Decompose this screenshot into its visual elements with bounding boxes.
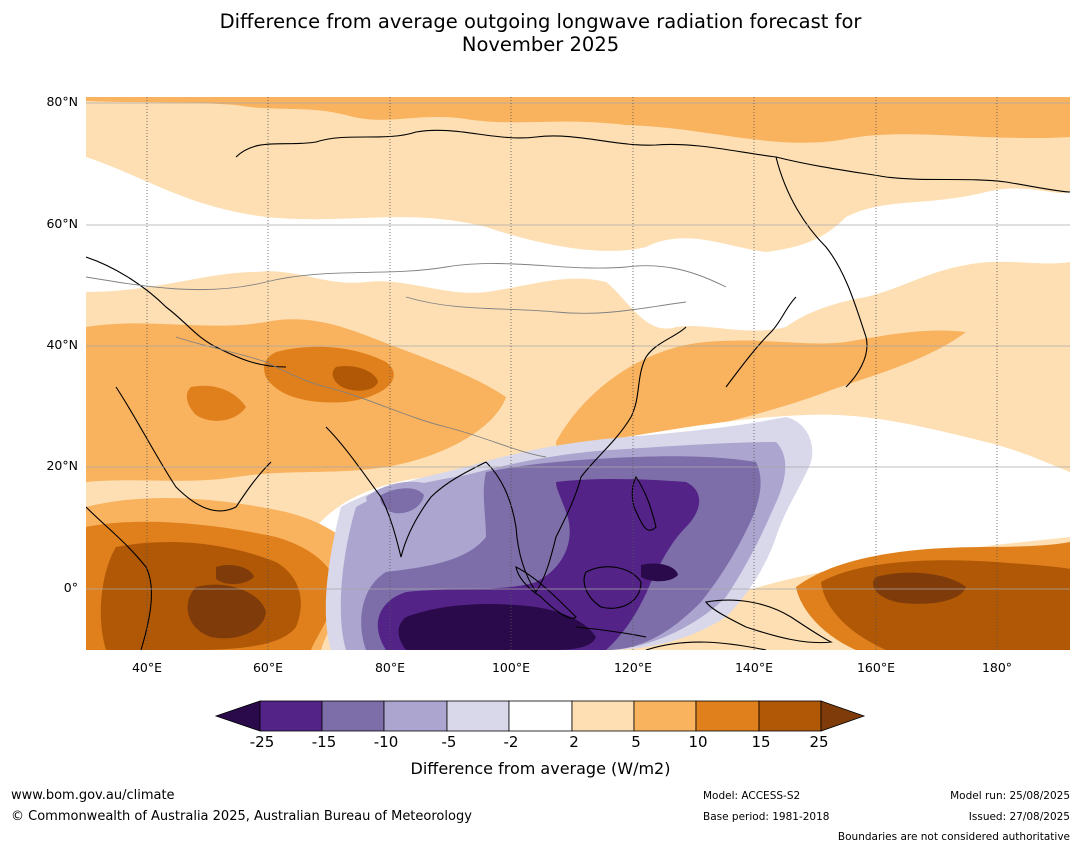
coast-japan [725,296,797,388]
colorbar-tick-25: 25 [809,733,829,751]
colorbar-tick-5: 5 [631,733,641,751]
colorbar-tick-neg2: -2 [503,733,519,751]
coast-borneo [583,566,642,609]
footer-copyright: © Commonwealth of Australia 2025, Austra… [11,809,472,824]
colorbar-extend-high [820,700,866,732]
footer-issued: Issued: 27/08/2025 [968,811,1070,823]
field-tibet-brown [332,366,378,391]
coast-australia [645,641,767,650]
field-mc-darkest-a [398,604,596,650]
coast-siberia-east [775,156,868,388]
colorbar-title: Difference from average (W/m2) [410,759,671,778]
border-china-south [325,386,547,458]
title-line-1: Difference from average outgoing longwav… [219,10,862,33]
lat-label-0: 0° [63,580,78,595]
colorbar-svg [214,700,866,732]
colorbar-bin-3 [383,700,448,732]
colorbar-tick-15: 15 [751,733,771,751]
field-iran-darkorange [186,385,246,421]
olr-anomaly-map [86,97,1070,650]
lon-label-80e: 80°E [374,660,406,675]
lon-label-60e: 60°E [252,660,284,675]
colorbar-tick-neg10: -10 [373,733,399,751]
title-line-2: November 2025 [461,33,620,56]
coastlines [86,129,1070,650]
colorbar-bin-4 [446,700,510,732]
footer-disclaimer: Boundaries are not considered authoritat… [837,831,1070,843]
footer-model: Model: ACCESS-S2 [703,790,801,802]
colorbar-bin-8 [695,700,760,732]
chart-title: Difference from average outgoing longwav… [0,10,1081,56]
field-bob-mid [380,488,424,514]
colorbar-bin-2 [321,700,385,732]
lat-label-80n: 80°N [46,94,78,109]
border-mongolia-china [405,296,687,314]
border-kazakhstan-russia [86,263,727,291]
footer-base-period: Base period: 1981-2018 [703,811,830,823]
field-neutral-north [86,157,1070,331]
lon-label-140e: 140°E [734,660,773,675]
colorbar-extend-low [214,700,261,732]
colorbar-tick-2: 2 [569,733,579,751]
colorbar-bin-7 [633,700,697,732]
country-borders [86,263,727,458]
coast-india [325,426,487,558]
coast-arabia [115,386,272,512]
coast-newguinea [705,599,833,644]
lon-label-120e: 120°E [613,660,652,675]
colorbar-bin-5 [508,700,573,732]
lat-label-60n: 60°N [46,216,78,231]
map-canvas [86,97,1070,650]
field-arctic-orange [86,97,1070,143]
coast-sumatra [515,566,577,619]
colorbar-tick-neg15: -15 [311,733,337,751]
graticule [86,97,1070,650]
colorbar-bin-9 [758,700,822,732]
footer-model-run: Model run: 25/08/2025 [950,790,1070,802]
field-indian-darkbrown [187,584,266,639]
coast-china [580,326,687,478]
colorbar-bin-6 [571,700,635,732]
lon-label-100e: 100°E [491,660,530,675]
lon-label-40e: 40°E [131,660,163,675]
lon-label-160e: 160°E [856,660,895,675]
coast-europe [86,256,287,368]
colorbar [214,700,866,732]
coast-philippines [631,475,657,531]
field-pacific-darkbrown [872,572,966,604]
lon-label-180: 180° [981,660,1013,675]
coast-indochina [485,461,582,593]
coast-java [575,626,647,638]
colorbar-bin-1 [259,700,323,732]
colorbar-tick-neg5: -5 [441,733,457,751]
coast-africa [86,506,152,650]
lat-label-40n: 40°N [46,337,78,352]
lat-label-20n: 20°N [46,458,78,473]
colorbar-tick-neg25: -25 [249,733,275,751]
colorbar-tick-10: 10 [688,733,708,751]
border-central-asia [175,336,327,388]
coast-arctic [235,129,1070,193]
field-somalia-darkbrown [216,565,254,585]
footer-website-link[interactable]: www.bom.gov.au/climate [11,788,175,803]
field-mc-darkest-b [641,563,678,582]
field-tibet-orange [86,319,506,482]
